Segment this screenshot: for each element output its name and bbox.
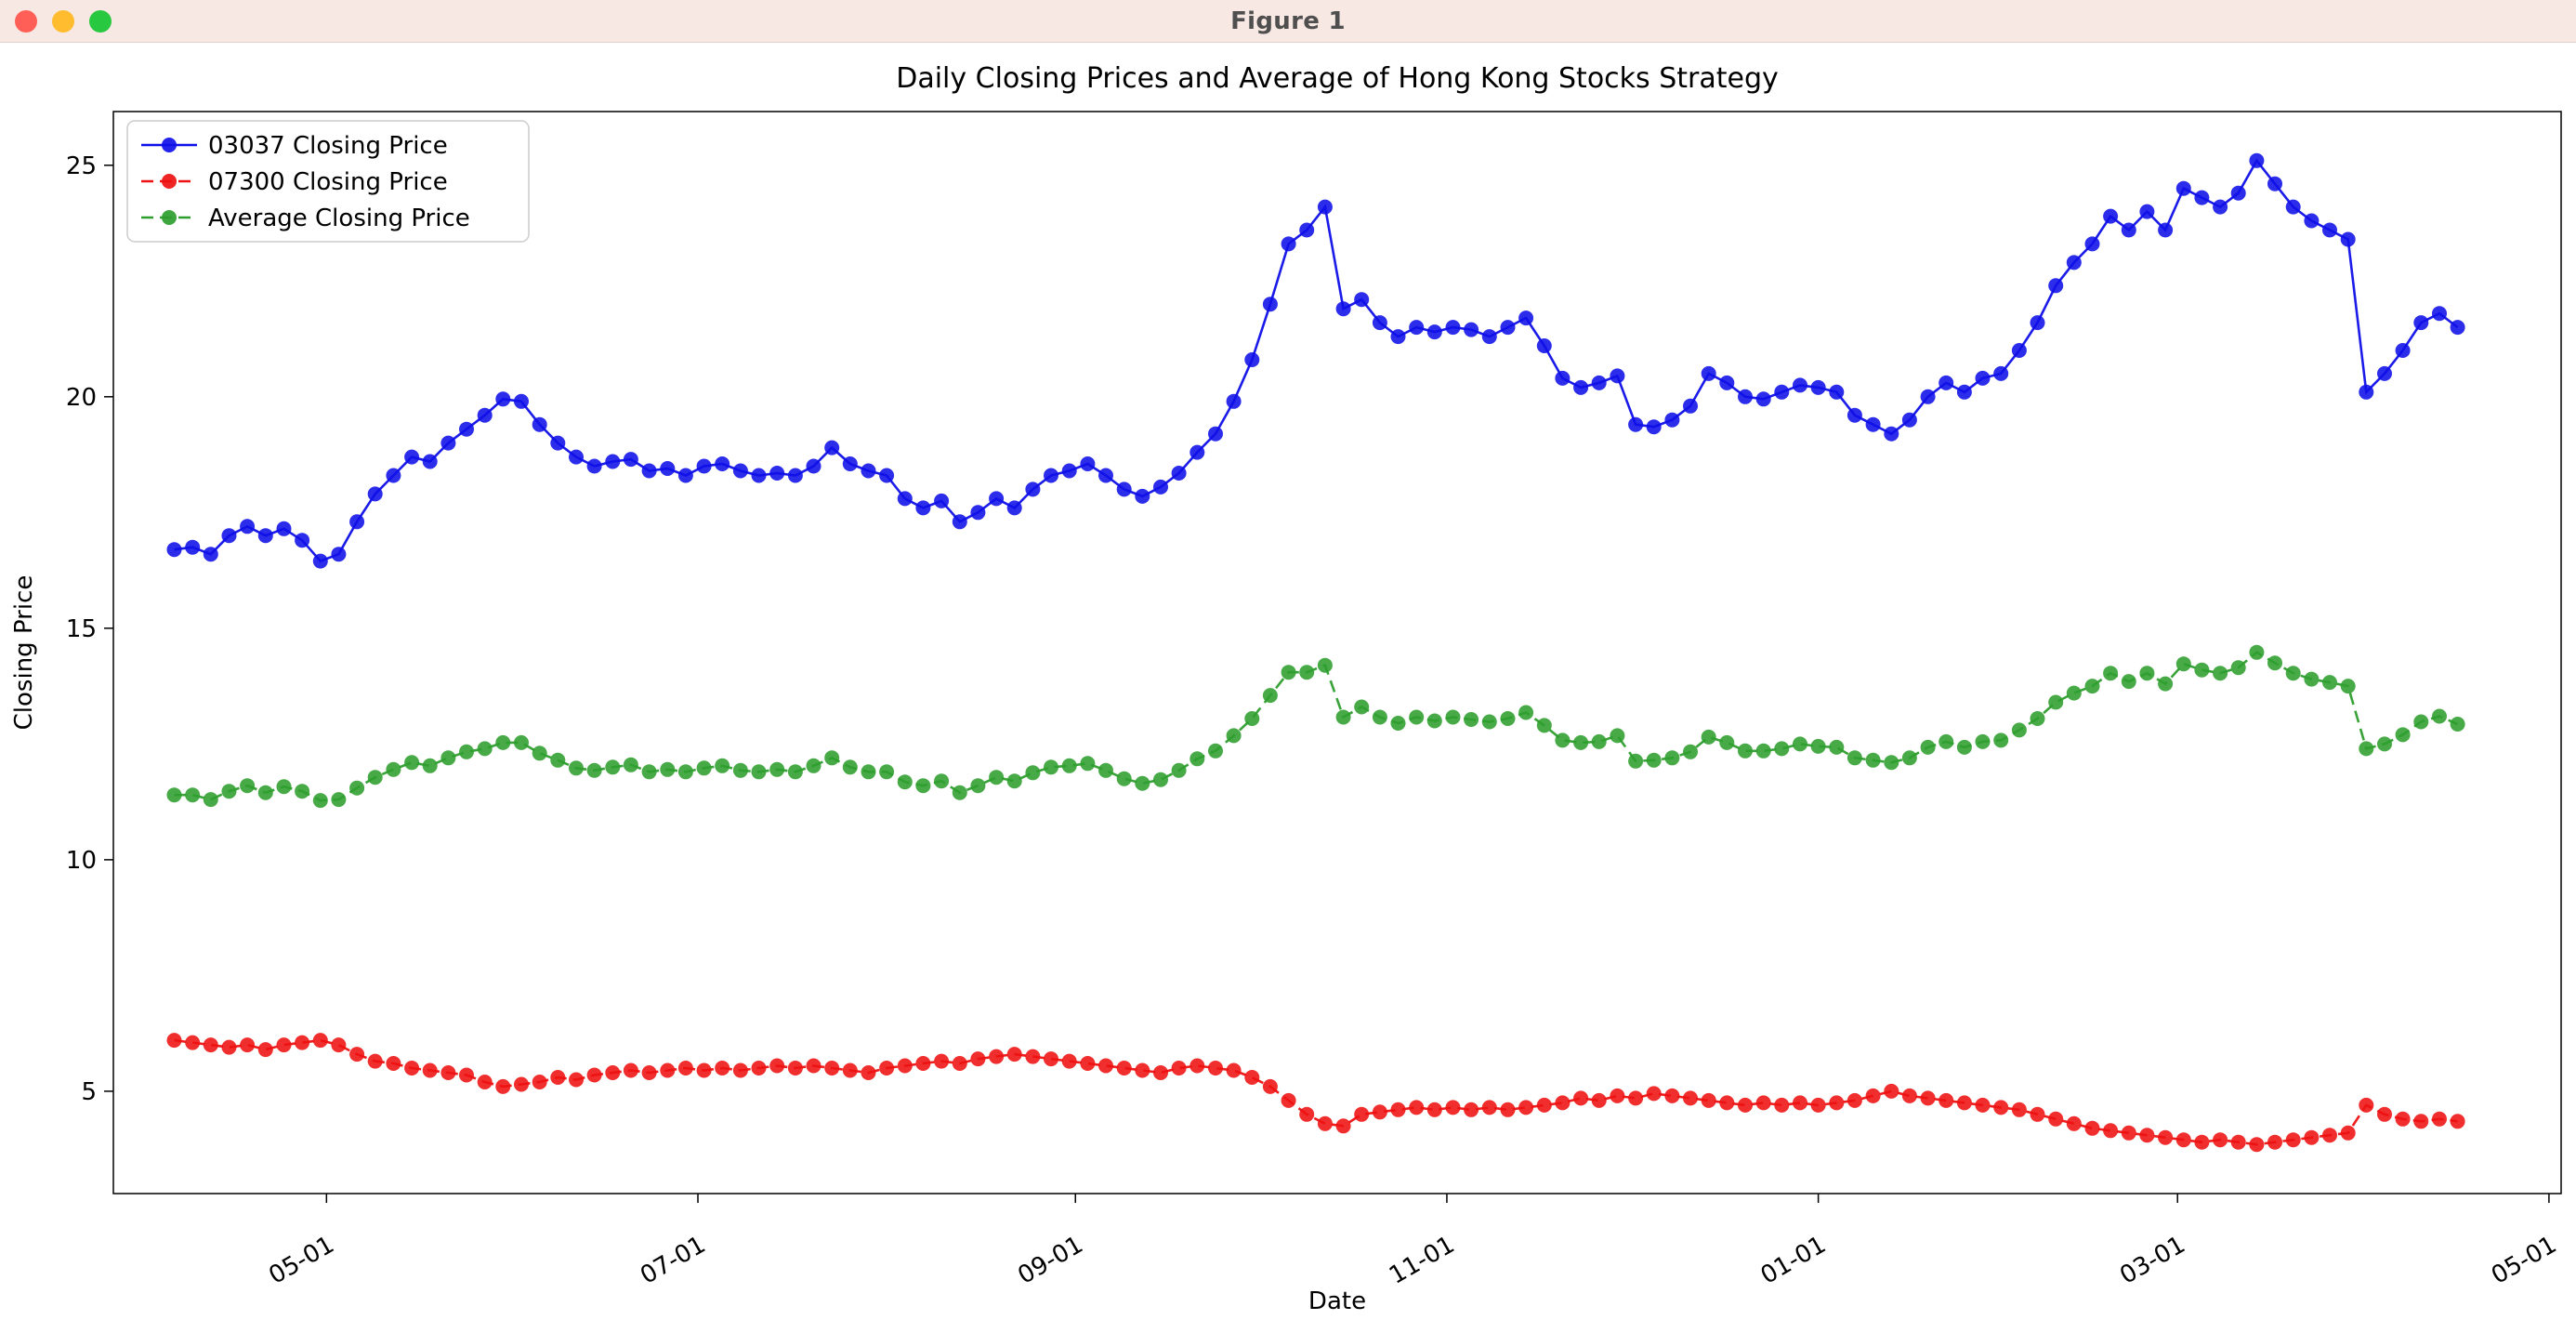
- close-button[interactable]: [15, 9, 37, 33]
- legend-label: Average Closing Price: [208, 205, 470, 232]
- plot-border: [112, 111, 2562, 1194]
- x-tick-label: 05-01: [264, 1231, 338, 1290]
- chart-title: Daily Closing Prices and Average of Hong…: [896, 62, 1779, 95]
- minimize-button[interactable]: [52, 9, 74, 33]
- y-tick-label: 15: [66, 615, 97, 643]
- series-2: [166, 644, 2465, 809]
- legend: 03037 Closing Price 07300 Closing Price Av…: [126, 120, 530, 243]
- window-controls: [15, 0, 112, 42]
- x-tick-label: 07-01: [636, 1231, 710, 1290]
- figure-area: Daily Closing Prices and Average of Hong…: [0, 43, 2576, 1333]
- window-title: Figure 1: [1230, 7, 1346, 35]
- y-tick-label: 25: [66, 152, 97, 180]
- legend-label: 03037 Closing Price: [208, 132, 448, 160]
- y-tick-label: 10: [66, 847, 97, 875]
- x-tick-label: 01-01: [1756, 1231, 1831, 1290]
- x-tick-label: 03-01: [2115, 1231, 2189, 1290]
- legend-label: 07300 Closing Price: [208, 168, 448, 196]
- x-tick-label: 09-01: [1013, 1231, 1087, 1290]
- y-axis-label: Closing Price: [10, 575, 38, 731]
- chart-canvas: Daily Closing Prices and Average of Hong…: [10, 62, 2562, 1315]
- x-tick-label: 05-01: [2487, 1231, 2561, 1290]
- x-axis: 05-01 07-01 09-01 11-01 01-01 03-01 05-01: [264, 1194, 2561, 1290]
- y-tick-label: 5: [81, 1078, 97, 1106]
- series-1: [166, 1033, 2465, 1153]
- zoom-button[interactable]: [89, 9, 112, 33]
- series-0: [166, 152, 2465, 569]
- x-tick-label: 11-01: [1385, 1231, 1459, 1290]
- x-axis-label: Date: [1308, 1287, 1366, 1315]
- y-tick-label: 20: [66, 384, 97, 412]
- titlebar: Figure 1: [0, 0, 2576, 43]
- y-axis: 5 10 15 20 25: [66, 152, 113, 1106]
